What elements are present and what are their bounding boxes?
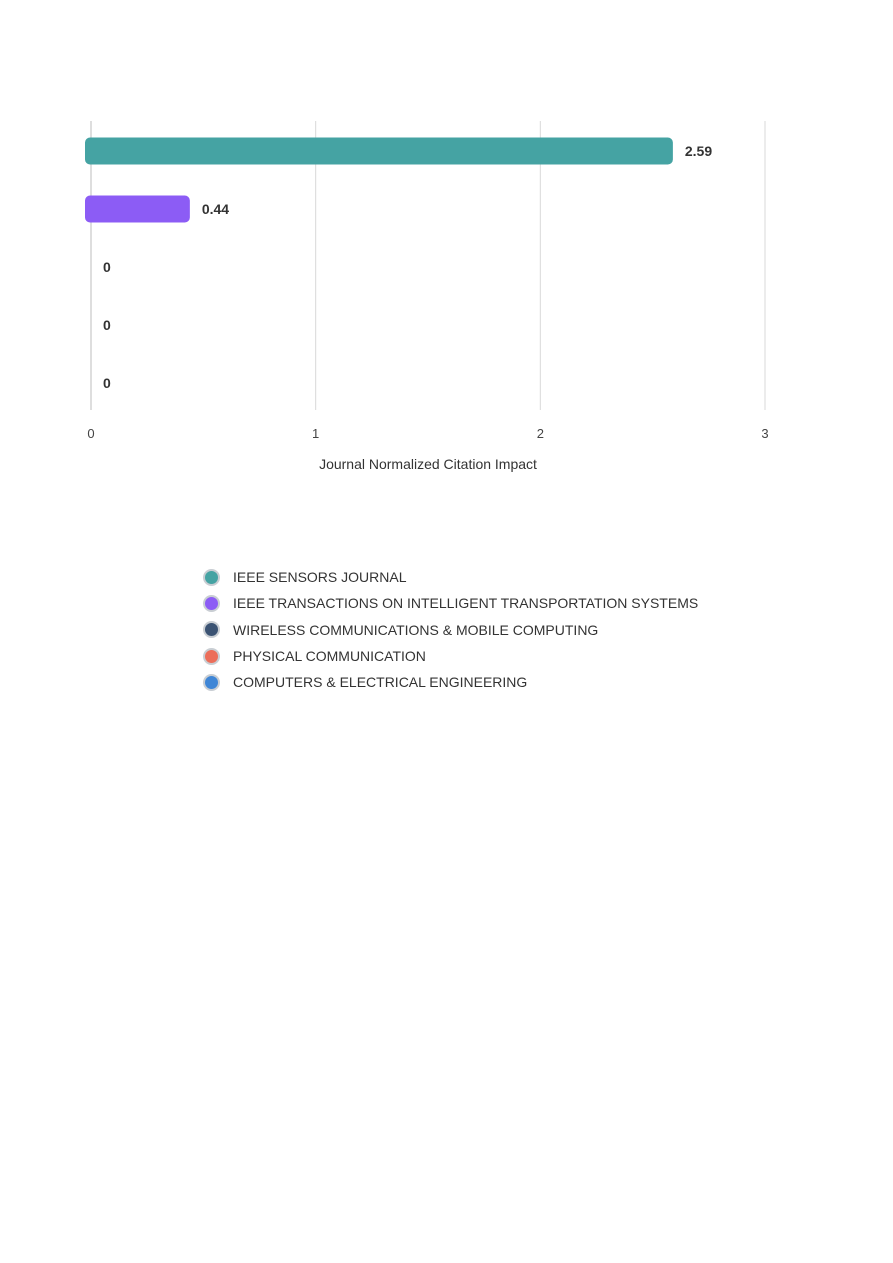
x-tick-label: 2 bbox=[537, 426, 544, 441]
legend-label: COMPUTERS & ELECTRICAL ENGINEERING bbox=[233, 674, 528, 691]
bar-chart-svg: 0 1 2 3 Journal Normalized Citation Impact 2.… bbox=[85, 121, 769, 472]
legend: IEEE SENSORS JOURNAL IEEE TRANSACTIONS ON… bbox=[203, 564, 698, 695]
legend-swatch-icon bbox=[203, 673, 220, 691]
legend-item[interactable]: IEEE SENSORS JOURNAL bbox=[203, 564, 698, 590]
legend-label: IEEE TRANSACTIONS ON INTELLIGENT TRANSPO… bbox=[233, 595, 699, 612]
legend-item[interactable]: IEEE TRANSACTIONS ON INTELLIGENT TRANSPO… bbox=[203, 590, 698, 616]
legend-swatch-icon bbox=[203, 647, 220, 665]
legend-item[interactable]: COMPUTERS & ELECTRICAL ENGINEERING bbox=[203, 669, 698, 695]
legend-label: PHYSICAL COMMUNICATION bbox=[233, 648, 426, 665]
data-label: 0 bbox=[103, 317, 111, 333]
data-label: 2.59 bbox=[685, 143, 712, 159]
data-label: 0.44 bbox=[202, 201, 229, 217]
chart: 0 1 2 3 Journal Normalized Citation Impact 2.… bbox=[85, 121, 769, 472]
x-tick-label: 0 bbox=[87, 426, 94, 441]
x-tick-label: 1 bbox=[312, 426, 319, 441]
legend-item[interactable]: PHYSICAL COMMUNICATION bbox=[203, 643, 698, 669]
bar bbox=[85, 195, 190, 223]
legend-label: IEEE SENSORS JOURNAL bbox=[233, 569, 407, 586]
data-label: 0 bbox=[103, 375, 111, 391]
data-label: 0 bbox=[103, 259, 111, 275]
x-axis-label: Journal Normalized Citation Impact bbox=[319, 456, 537, 472]
legend-swatch-icon bbox=[203, 621, 220, 639]
x-tick-label: 3 bbox=[761, 426, 768, 441]
legend-label: WIRELESS COMMUNICATIONS & MOBILE COMPUTI… bbox=[233, 621, 599, 638]
legend-swatch-icon bbox=[203, 568, 220, 586]
legend-swatch-icon bbox=[203, 594, 220, 612]
bar bbox=[85, 137, 673, 165]
legend-item[interactable]: WIRELESS COMMUNICATIONS & MOBILE COMPUTI… bbox=[203, 617, 698, 643]
